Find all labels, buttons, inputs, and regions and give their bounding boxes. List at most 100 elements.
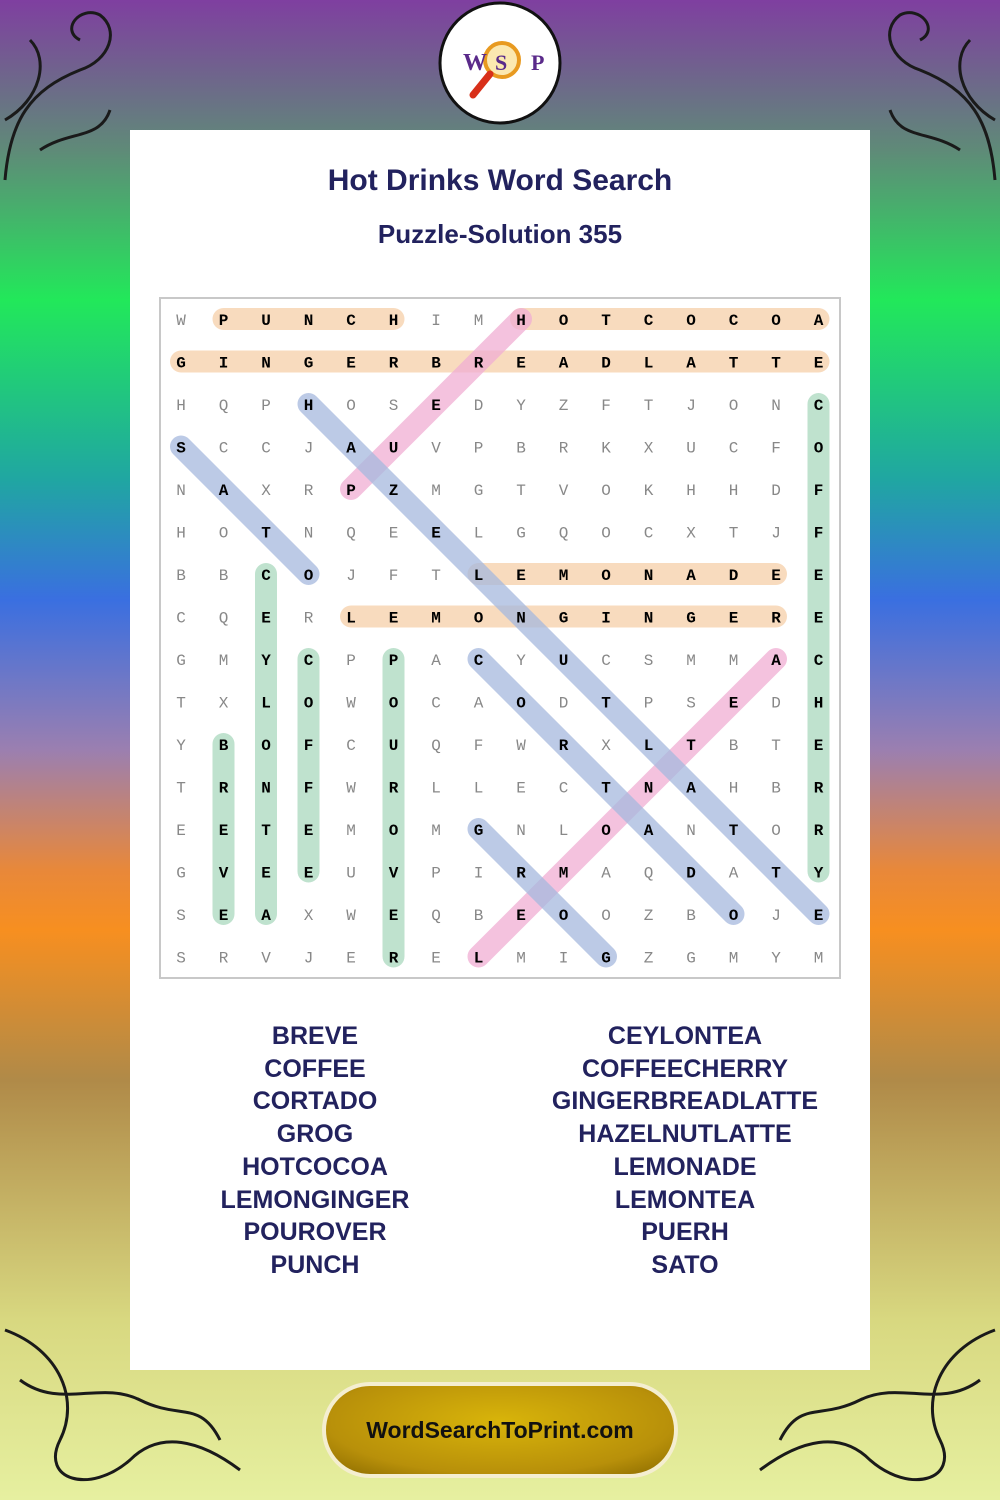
letter: D xyxy=(474,397,484,415)
found-letter: P xyxy=(346,482,356,500)
letter: M xyxy=(219,652,229,670)
found-letter: E xyxy=(729,695,739,713)
found-letter: D xyxy=(601,355,611,373)
letter: N xyxy=(771,397,781,415)
found-letter: V xyxy=(219,865,229,883)
letter: H xyxy=(176,525,186,543)
letter: P xyxy=(474,440,484,458)
found-letter: A xyxy=(686,780,696,798)
found-letter: P xyxy=(219,312,229,330)
word: COFFEE xyxy=(264,1054,366,1083)
letter: Z xyxy=(559,397,569,415)
word: SATO xyxy=(651,1250,719,1279)
found-letter: U xyxy=(389,737,399,755)
found-letter: N xyxy=(644,610,654,628)
letter: C xyxy=(176,610,186,628)
letter: K xyxy=(601,440,611,458)
letter: E xyxy=(431,950,441,968)
letter: M xyxy=(814,950,824,968)
letter: L xyxy=(474,780,484,798)
letter: T xyxy=(729,525,739,543)
found-letter: C xyxy=(729,312,739,330)
letter: R xyxy=(304,482,314,500)
found-letter: S xyxy=(176,440,186,458)
found-letter: R xyxy=(389,950,399,968)
found-letter: E xyxy=(814,355,824,373)
found-letter: F xyxy=(304,737,314,755)
found-letter: T xyxy=(729,822,739,840)
found-letter: G xyxy=(176,355,186,373)
found-letter: N xyxy=(261,355,271,373)
found-letter: U xyxy=(389,440,399,458)
letter: T xyxy=(516,482,526,500)
found-letter: H xyxy=(814,695,824,713)
letter: O xyxy=(219,525,229,543)
found-letter: I xyxy=(219,355,229,373)
found-letter: Z xyxy=(389,482,399,500)
found-letter: L xyxy=(644,737,654,755)
letter: D xyxy=(771,695,781,713)
found-letter: C xyxy=(261,567,271,585)
found-letter: P xyxy=(389,652,399,670)
found-letter: E xyxy=(219,907,229,925)
letter: Q xyxy=(346,525,356,543)
letter: G xyxy=(176,652,186,670)
found-letter: O xyxy=(261,737,271,755)
letter: T xyxy=(176,780,186,798)
word-column: CEYLONTEA COFFEECHERRY GINGERBREADLATTE HAZ… xyxy=(500,1020,870,1282)
letter: H xyxy=(729,482,739,500)
letter: O xyxy=(601,525,611,543)
found-letter: E xyxy=(304,865,314,883)
letter: Q xyxy=(219,610,229,628)
found-letter: O xyxy=(304,567,314,585)
found-letter: E xyxy=(516,907,526,925)
letter: O xyxy=(729,397,739,415)
letter: S xyxy=(176,950,186,968)
found-letter: U xyxy=(559,652,569,670)
word: BREVE xyxy=(271,1022,359,1050)
found-letter: G xyxy=(559,610,569,628)
letter: W xyxy=(346,695,356,713)
found-letter: T xyxy=(729,355,739,373)
found-letter: O xyxy=(686,312,696,330)
found-letter: A xyxy=(814,312,824,330)
found-letter: E xyxy=(516,567,526,585)
found-letter: E xyxy=(814,567,824,585)
found-letter: F xyxy=(304,780,314,798)
word: PUERH xyxy=(641,1218,729,1247)
letter: W xyxy=(346,907,356,925)
found-letter: L xyxy=(474,567,484,585)
letter: O xyxy=(601,482,611,500)
letter: E xyxy=(346,950,356,968)
letter: N xyxy=(686,822,696,840)
letter: Q xyxy=(219,397,229,415)
found-letter: H xyxy=(389,312,399,330)
letter: J xyxy=(346,567,356,585)
found-letter: E xyxy=(219,822,229,840)
found-letter: R xyxy=(771,610,781,628)
logo: W S P xyxy=(438,1,562,125)
letter: U xyxy=(346,865,356,883)
letter: Q xyxy=(431,737,441,755)
letter: R xyxy=(304,610,314,628)
found-letter: E xyxy=(261,865,271,883)
letter: B xyxy=(474,907,484,925)
letter: H xyxy=(686,482,696,500)
found-letter: L xyxy=(644,355,654,373)
found-letter: T xyxy=(771,355,781,373)
found-letter: O xyxy=(559,907,569,925)
found-letter: T xyxy=(601,312,611,330)
word: CEYLONTEA xyxy=(607,1022,763,1050)
word: GINGERBREADLATTE xyxy=(551,1087,819,1116)
found-letter: I xyxy=(601,610,611,628)
letter: E xyxy=(516,780,526,798)
letter: Y xyxy=(176,737,186,755)
found-letter: E xyxy=(771,567,781,585)
letter: Z xyxy=(644,907,654,925)
letter: M xyxy=(729,950,739,968)
letter: W xyxy=(346,780,356,798)
letter: D xyxy=(771,482,781,500)
word-column: BREVE COFFEE CORTADO GROG HOTCOCOA LEMONGINGE… xyxy=(130,1020,500,1282)
found-letter: Y xyxy=(261,652,271,670)
